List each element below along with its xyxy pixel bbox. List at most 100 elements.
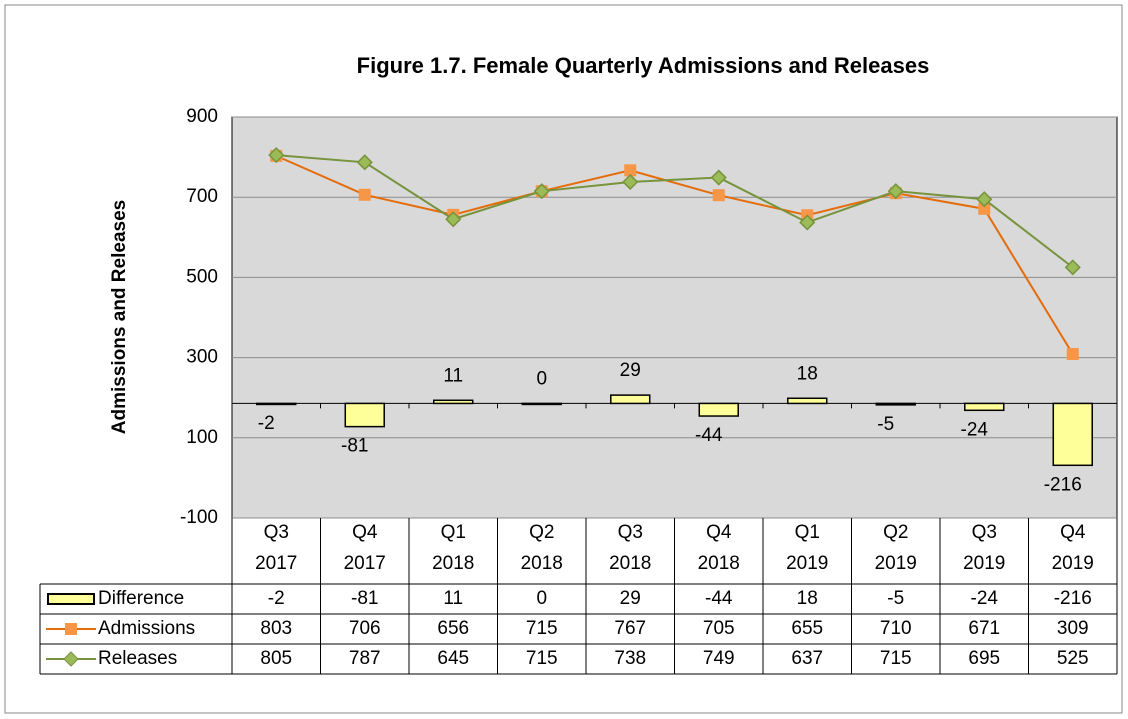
marker	[356, 154, 373, 171]
marker	[445, 211, 462, 228]
x-tick-label: Q3	[618, 522, 643, 543]
table-cell: 767	[614, 618, 646, 639]
x-tick-label: 2019	[786, 553, 828, 574]
table-cell: -2	[268, 588, 285, 609]
bar	[433, 399, 474, 405]
y-tick-label: 900	[186, 106, 218, 127]
bar	[344, 402, 385, 428]
data-label: 18	[797, 363, 818, 384]
marker	[533, 183, 550, 200]
y-axis-title: Admissions and Releases	[109, 200, 130, 434]
table-cell: 656	[437, 618, 469, 639]
marker	[1064, 259, 1081, 276]
x-tick-label: 2019	[963, 553, 1005, 574]
y-tick-label: 500	[186, 266, 218, 287]
chart-title: Figure 1.7. Female Quarterly Admissions …	[357, 53, 930, 78]
x-tick-label: 2018	[521, 553, 563, 574]
y-tick-label: 100	[186, 427, 218, 448]
marker	[710, 169, 727, 186]
x-tick-label: Q3	[264, 522, 289, 543]
bar	[256, 402, 297, 406]
table-cell: 637	[791, 648, 823, 669]
x-tick-label: Q4	[352, 522, 378, 543]
y-tick-label: 700	[186, 186, 218, 207]
marker	[799, 214, 816, 231]
data-label: -24	[961, 419, 989, 440]
x-tick-label: Q4	[1060, 522, 1086, 543]
table-cell: 705	[703, 618, 735, 639]
table-cell: 749	[703, 648, 735, 669]
marker	[358, 188, 371, 201]
table-cell: 695	[968, 648, 1000, 669]
legend-label: Difference	[98, 588, 184, 609]
table-cell: 11	[443, 588, 463, 609]
table-cell: 803	[260, 618, 292, 639]
x-tick-label: 2018	[698, 553, 740, 574]
table-cell: 645	[437, 648, 469, 669]
x-tick-label: Q1	[795, 522, 820, 543]
table-cell: 671	[968, 618, 1000, 639]
data-label: 11	[443, 365, 463, 386]
marker	[622, 173, 639, 191]
table-cell: -5	[887, 588, 904, 609]
y-tick-label: 300	[186, 347, 218, 368]
legend-marker	[65, 623, 77, 635]
marker	[887, 183, 904, 200]
data-label: 0	[536, 368, 547, 389]
table-cell: 29	[620, 588, 641, 609]
data-label: -5	[877, 414, 894, 435]
legend-marker	[63, 651, 79, 667]
table-cell: 715	[880, 648, 912, 669]
bar	[875, 402, 916, 406]
data-label: -44	[695, 425, 723, 446]
bar	[787, 397, 828, 405]
table-cell: 18	[797, 588, 818, 609]
x-tick-label: 2017	[344, 553, 386, 574]
x-tick-label: 2019	[1052, 553, 1094, 574]
bar	[521, 402, 562, 406]
x-tick-label: 2018	[609, 553, 651, 574]
legend-label: Releases	[98, 648, 177, 669]
x-tick-label: Q3	[972, 522, 997, 543]
series-line	[276, 154, 1074, 269]
table-cell: -216	[1054, 588, 1092, 609]
data-label: -2	[258, 413, 275, 434]
table-cell: 710	[880, 618, 912, 639]
x-tick-label: 2017	[255, 553, 297, 574]
table-cell: -44	[705, 588, 733, 609]
table-cell: 0	[536, 588, 547, 609]
plot-area	[231, 116, 1118, 519]
marker	[1066, 347, 1079, 360]
table-cell: 715	[526, 648, 558, 669]
marker	[624, 164, 637, 177]
marker	[976, 191, 993, 208]
data-label: 29	[620, 360, 641, 381]
y-tick-label: -100	[180, 507, 218, 528]
table-cell: 715	[526, 618, 558, 639]
x-tick-label: Q2	[529, 522, 554, 543]
marker	[268, 147, 285, 164]
data-label: -216	[1044, 474, 1082, 495]
x-tick-label: Q1	[441, 522, 466, 543]
legend-swatch	[47, 593, 95, 605]
legend-label: Admissions	[98, 618, 195, 639]
table-cell: 655	[791, 618, 823, 639]
data-label: -81	[341, 436, 368, 457]
table-cell: -81	[351, 588, 378, 609]
x-tick-label: 2018	[432, 553, 474, 574]
table-cell: 706	[349, 618, 381, 639]
table-cell: -24	[971, 588, 999, 609]
x-tick-label: Q2	[883, 522, 908, 543]
table-cell: 309	[1057, 618, 1089, 639]
table-cell: 525	[1057, 648, 1089, 669]
x-tick-label: 2019	[875, 553, 917, 574]
series-line	[275, 154, 1074, 355]
table-cell: 787	[349, 648, 381, 669]
bar	[698, 402, 739, 417]
bar	[610, 394, 651, 405]
marker	[712, 189, 725, 202]
bar	[964, 402, 1005, 412]
table-cell: 738	[614, 648, 646, 669]
x-tick-label: Q4	[706, 522, 732, 543]
